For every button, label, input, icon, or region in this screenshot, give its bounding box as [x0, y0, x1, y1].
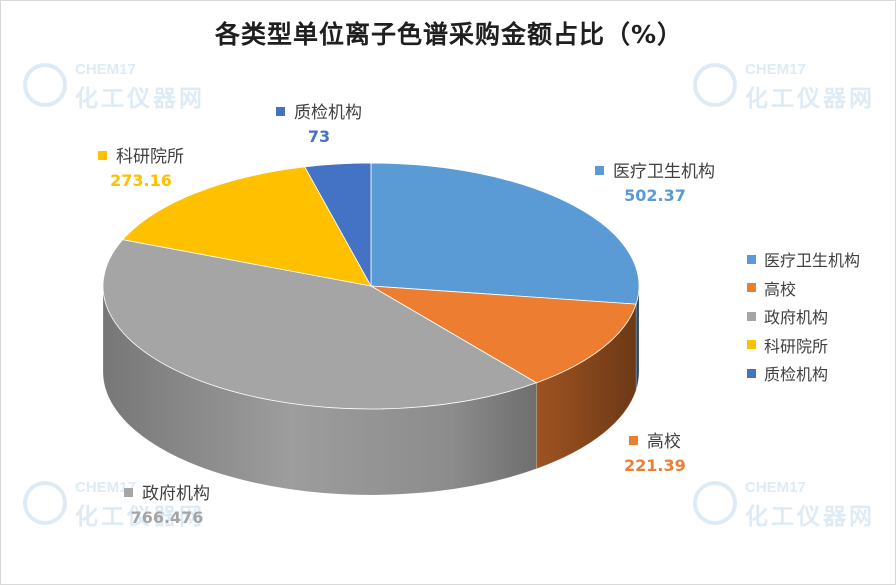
data-label-value: 73	[307, 127, 331, 146]
data-label-name: 政府机构	[142, 484, 210, 504]
data-label-value: 766.476	[130, 508, 204, 527]
data-label-name: 质检机构	[294, 103, 362, 123]
legend-swatch	[747, 311, 756, 321]
legend-item: 科研院所	[747, 331, 860, 360]
data-label-swatch	[595, 166, 604, 175]
legend-label: 政府机构	[764, 308, 829, 328]
legend-item: 高校	[747, 274, 860, 303]
legend-item: 质检机构	[747, 359, 860, 388]
legend-label: 医疗卫生机构	[764, 251, 861, 271]
data-label-swatch	[628, 436, 638, 445]
data-label-value: 273.16	[110, 171, 172, 190]
data-label: 政府机构 766.476	[124, 483, 210, 529]
data-label-swatch	[98, 151, 107, 160]
legend-item: 医疗卫生机构	[747, 245, 860, 274]
data-label-name: 科研院所	[116, 147, 184, 167]
data-label: 质检机构 73	[276, 102, 362, 148]
data-label-swatch	[124, 488, 133, 497]
data-label: 医疗卫生机构 502.37	[595, 161, 715, 207]
legend-label: 质检机构	[764, 365, 829, 385]
pie-slice	[304, 162, 372, 288]
legend-label: 科研院所	[764, 336, 829, 356]
pie-slice	[121, 166, 372, 287]
data-label-swatch	[276, 107, 285, 116]
data-label: 科研院所 273.16	[98, 146, 184, 192]
data-label-name: 医疗卫生机构	[613, 162, 715, 182]
legend-swatch	[747, 368, 756, 378]
legend-swatch	[747, 254, 756, 264]
legend-item: 政府机构	[747, 302, 860, 331]
chart-title: 各类型单位离子色谱采购金额占比（%）	[214, 20, 684, 49]
data-label-name: 高校	[646, 432, 681, 452]
legend-label: 高校	[764, 279, 797, 299]
data-label: 高校 221.39	[624, 431, 686, 477]
legend-swatch	[747, 283, 756, 293]
legend-swatch	[747, 340, 756, 350]
data-label-value: 221.39	[624, 456, 686, 475]
pie-slice	[370, 285, 637, 384]
data-label-value: 502.37	[624, 186, 686, 205]
pie-slice	[370, 162, 640, 305]
pie-slice	[102, 239, 538, 410]
chart-legend: 医疗卫生机构 高校政府机构科研院所质检机构	[747, 245, 860, 388]
